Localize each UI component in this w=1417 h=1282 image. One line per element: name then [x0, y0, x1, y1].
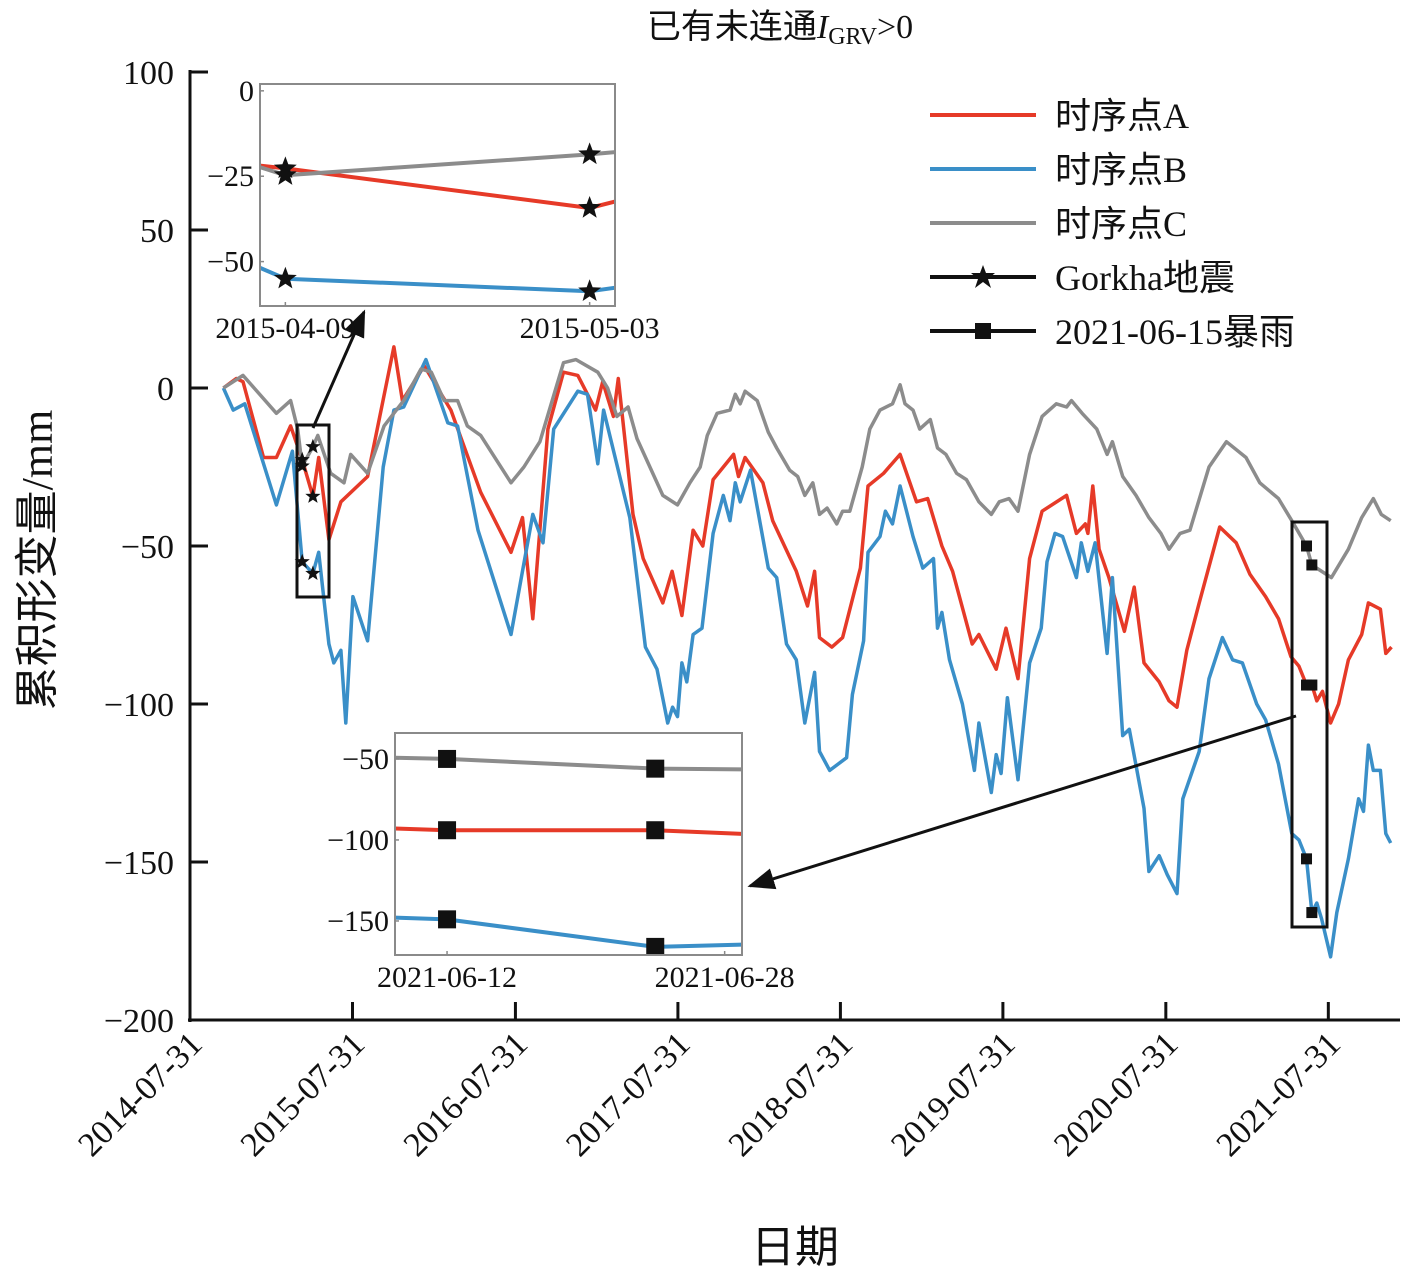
inset-square-marker: [646, 937, 665, 956]
square-marker: [1306, 907, 1318, 919]
inset-star-marker: [273, 163, 297, 185]
y-tick-label: 50: [140, 213, 174, 250]
inset-square-marker: [438, 749, 457, 768]
inset-square-marker: [646, 759, 665, 778]
y-tick-label: −200: [104, 1003, 174, 1040]
series-layer: [221, 345, 1393, 959]
legend-item-gorkha: Gorkha地震: [930, 258, 1235, 298]
star-marker: [305, 565, 321, 580]
x-tick-label: 2014-07-31: [71, 1025, 209, 1163]
square-icon: [975, 323, 991, 339]
legend-item-rainstorm: 2021-06-15暴雨: [930, 312, 1295, 352]
y-tick-label: −100: [104, 687, 174, 724]
inset-x-tick-label: 2021-06-12: [377, 961, 517, 994]
square-marker: [1301, 853, 1313, 865]
inset-x-tick-label: 2015-05-03: [520, 312, 660, 345]
star-marker: [305, 438, 321, 454]
inset-star-marker: [273, 266, 297, 289]
star-marker: [294, 458, 310, 473]
inset-square-marker: [438, 821, 457, 840]
x-axis-label: 日期: [751, 1223, 839, 1272]
inset-square-marker: [646, 821, 665, 840]
square-marker: [1301, 540, 1313, 552]
inset-panel-2: −50 −100 −150 2021-06-12 2021-06-28: [327, 732, 795, 994]
inset-star-marker: [578, 196, 602, 218]
chart-title: 已有未连通IGRV>0: [647, 8, 913, 50]
inset-star-marker: [578, 142, 602, 165]
inset-y-tick-label: −100: [327, 824, 389, 857]
star-marker: [305, 488, 321, 503]
x-tick-label: 2015-07-31: [234, 1025, 372, 1163]
legend-label-a: 时序点A: [1055, 96, 1189, 136]
series-line-c: [222, 357, 1392, 580]
x-tick-label: 2020-07-31: [1047, 1025, 1185, 1163]
x-tick-label: 2021-07-31: [1210, 1025, 1348, 1163]
inset-y-tick-label: −25: [207, 160, 254, 193]
legend-label-c: 时序点C: [1055, 204, 1187, 244]
inset-y-tick-label: 0: [239, 75, 254, 108]
inset-y-tick-label: −50: [207, 246, 254, 279]
inset-star-marker: [578, 279, 602, 301]
inset-background: [260, 84, 615, 306]
star-icon: [971, 265, 995, 288]
inset-frame: [259, 83, 616, 307]
legend: 时序点A 时序点B 时序点C Gorkha地震 2021-06-15暴雨: [930, 96, 1295, 352]
star-marker: [294, 553, 310, 569]
inset-plot-area: [260, 150, 615, 294]
annotation-layer: [294, 309, 1329, 929]
inset-layer: 0 −25 −50 2015-04-09 2015-05-03 −50 −100 −150 20…: [207, 75, 795, 994]
inset-y-tick-label: −150: [327, 905, 389, 938]
y-axis-label: 累积形变量/mm: [13, 410, 62, 711]
inset-x-tick-label: 2015-04-09: [215, 312, 355, 345]
inset-series-line-b: [260, 265, 615, 294]
inset-frame: [394, 732, 743, 956]
highlight-box-rainstorm: [1290, 520, 1329, 929]
square-marker: [1306, 679, 1318, 691]
inset-y-tick-label: −50: [342, 743, 389, 776]
series-line-b: [221, 357, 1393, 959]
inset-x-tick-label: 2021-06-28: [655, 961, 795, 994]
x-tick-label: 2017-07-31: [559, 1025, 697, 1163]
legend-item-b: 时序点B: [930, 150, 1187, 190]
y-tick-label: 100: [123, 55, 174, 92]
legend-item-a: 时序点A: [930, 96, 1189, 136]
arrow-gorkha: [311, 309, 366, 429]
y-tick-label: −150: [104, 845, 174, 882]
series-line-a: [222, 345, 1393, 725]
y-tick-label: −50: [121, 529, 174, 566]
y-tick-label: 0: [157, 371, 174, 408]
square-marker: [1306, 559, 1318, 571]
inset-square-marker: [438, 910, 457, 929]
inset-panel-1: 0 −25 −50 2015-04-09 2015-05-03: [207, 75, 660, 345]
legend-label-gorkha: Gorkha地震: [1055, 258, 1235, 298]
x-tick-label: 2018-07-31: [722, 1025, 860, 1163]
x-tick-label: 2019-07-31: [884, 1025, 1022, 1163]
legend-label-rainstorm: 2021-06-15暴雨: [1055, 312, 1295, 352]
legend-label-b: 时序点B: [1055, 150, 1187, 190]
x-tick-label: 2016-07-31: [397, 1025, 535, 1163]
legend-item-c: 时序点C: [930, 204, 1187, 244]
arrow-rainstorm: [747, 714, 1297, 890]
